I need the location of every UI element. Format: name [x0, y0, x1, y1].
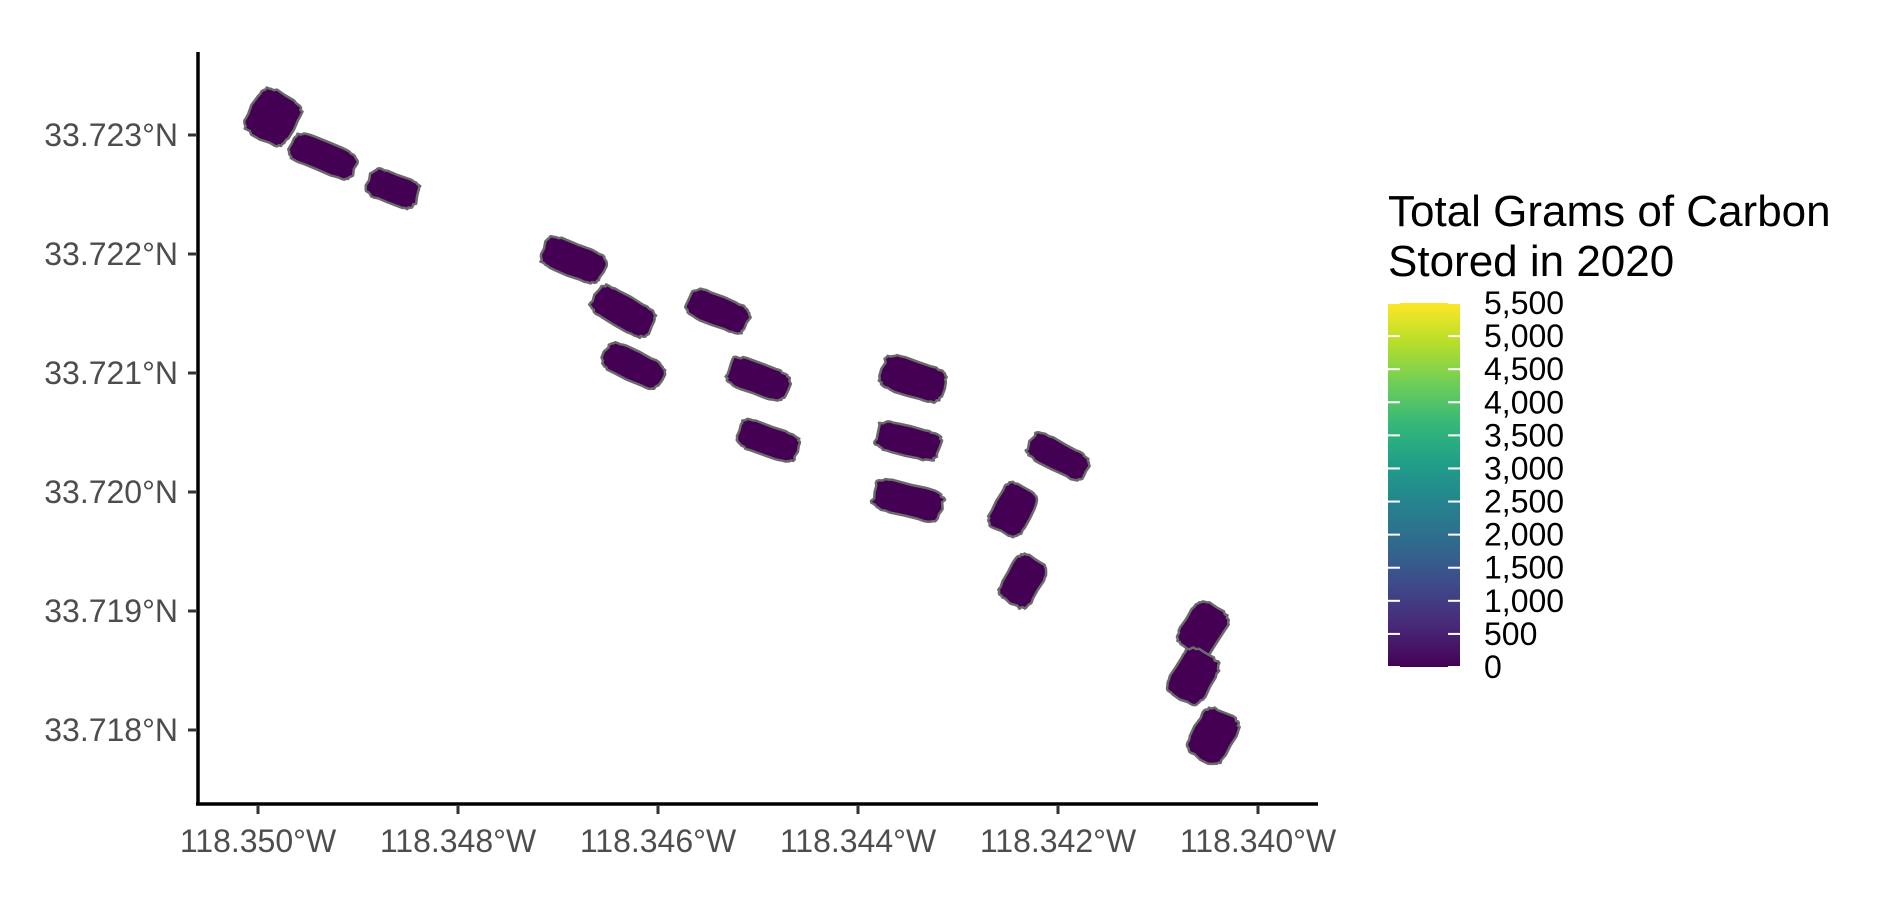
axes: 118.350°W 118.348°W 118.346°W 118.344°W 118.… — [44, 52, 1337, 859]
legend-title-line1: Total Grams of Carbon — [1388, 187, 1831, 236]
y-tick-label: 33.723°N — [44, 117, 178, 153]
parcel-1 — [243, 86, 304, 148]
y-tick-label: 33.720°N — [44, 474, 178, 510]
parcel-17 — [1165, 646, 1221, 707]
parcel-2 — [287, 132, 359, 181]
legend-break-label: 1,500 — [1484, 550, 1564, 586]
x-tick-label: 118.350°W — [180, 823, 337, 859]
legend-break-label: 3,000 — [1484, 450, 1564, 486]
y-tick-label: 33.719°N — [44, 593, 178, 629]
legend-break-label: 3,500 — [1484, 417, 1564, 453]
parcel-11 — [873, 420, 944, 462]
y-tick-label: 33.722°N — [44, 236, 178, 272]
y-tick-label: 33.721°N — [44, 355, 178, 391]
x-tick-label: 118.344°W — [780, 823, 937, 859]
parcel-12 — [869, 477, 947, 524]
x-axis-ticks: 118.350°W 118.348°W 118.346°W 118.344°W 118.… — [180, 806, 1337, 859]
legend-break-label: 5,500 — [1484, 285, 1564, 321]
legend-break-label: 4,500 — [1484, 351, 1564, 387]
parcel-16 — [1175, 600, 1231, 659]
x-tick-label: 118.342°W — [980, 823, 1137, 859]
legend-break-label: 1,000 — [1484, 583, 1564, 619]
legend: Total Grams of Carbon Stored in 2020 050… — [1388, 187, 1831, 685]
parcel-6 — [600, 340, 667, 391]
parcel-5 — [587, 283, 658, 340]
x-tick-label: 118.340°W — [1180, 823, 1337, 859]
y-tick-label: 33.718°N — [44, 712, 178, 748]
legend-break-label: 4,000 — [1484, 384, 1564, 420]
parcel-9 — [735, 417, 802, 463]
legend-break-label: 500 — [1484, 616, 1537, 652]
x-tick-label: 118.348°W — [380, 823, 537, 859]
legend-break-label: 2,000 — [1484, 517, 1564, 553]
parcel-14 — [1024, 430, 1091, 482]
parcel-18 — [1185, 706, 1241, 766]
legend-break-label: 2,500 — [1484, 484, 1564, 520]
parcel-4 — [539, 234, 609, 285]
legend-break-label: 5,000 — [1484, 318, 1564, 354]
y-axis-ticks: 33.723°N 33.722°N 33.721°N 33.720°N 33.719°N… — [44, 117, 196, 748]
legend-breaks: 05001,0001,5002,0002,5003,0003,5004,0004… — [1388, 285, 1564, 685]
parcel-15 — [997, 552, 1048, 610]
legend-title-line2: Stored in 2020 — [1388, 237, 1674, 286]
parcel-7 — [683, 287, 752, 335]
parcels-layer — [243, 86, 1241, 766]
parcel-8 — [724, 355, 793, 402]
parcel-13 — [986, 480, 1039, 539]
legend-break-label: 0 — [1484, 649, 1502, 685]
parcel-10 — [877, 353, 948, 405]
x-tick-label: 118.346°W — [580, 823, 737, 859]
parcel-3 — [364, 167, 422, 211]
legend-colorbar — [1388, 303, 1460, 667]
